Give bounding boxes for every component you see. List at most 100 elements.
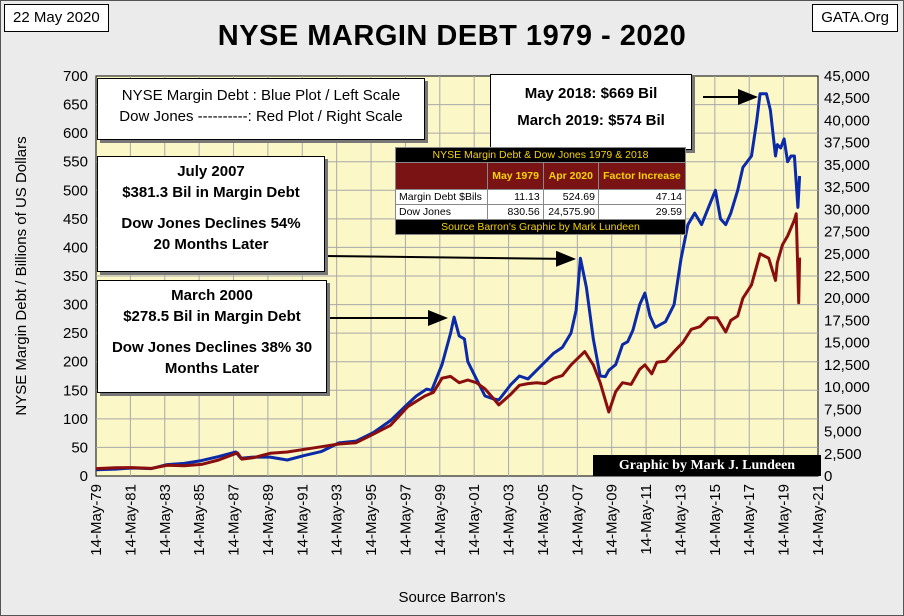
x-tick-label: 14-May-13 — [672, 484, 689, 556]
x-tick-label: 14-May-11 — [638, 484, 655, 555]
x-tick-label: 14-May-15 — [707, 484, 724, 556]
source-label: GATA.Org — [812, 4, 898, 32]
y-right-tick-label: 0 — [824, 468, 832, 485]
y-left-tick-label: 600 — [63, 125, 88, 142]
x-tick-label: 14-May-93 — [329, 484, 346, 556]
chart-title: NYSE MARGIN DEBT 1979 - 2020 — [217, 20, 687, 52]
x-tick-label: 14-May-21 — [810, 484, 827, 556]
y-right-tick-label: 5,000 — [824, 424, 862, 441]
y-right-tick-label: 40,000 — [824, 112, 870, 129]
legend-box: NYSE Margin Debt : Blue Plot / Left Scal… — [97, 78, 425, 140]
x-tick-label: 14-May-89 — [260, 484, 277, 556]
y-left-tick-label: 250 — [63, 325, 88, 342]
table-row-label: Margin Debt $Bils — [394, 189, 489, 205]
march2000-decline1: Dow Jones Declines 38% 30 — [111, 339, 313, 356]
x-tick-label: 14-May-07 — [569, 484, 586, 556]
y-right-tick-label: 42,500 — [824, 90, 870, 107]
y-left-tick-label: 650 — [63, 97, 88, 114]
credit-badge: Graphic by Mark J. Lundeen — [593, 455, 821, 476]
y-right-tick-label: 25,000 — [824, 246, 870, 263]
x-tick-label: 14-May-87 — [226, 484, 243, 556]
y-left-tick-label: 0 — [80, 468, 88, 485]
july2007-arrow — [325, 250, 576, 267]
table-row: Margin Debt $Bils 11.13 524.69 47.14 — [394, 189, 687, 205]
y-right-tick-label: 17,500 — [824, 312, 870, 329]
peak-annotation-box: May 2018: $669 Bil March 2019: $574 Bil — [490, 74, 692, 150]
table-corner — [394, 162, 489, 190]
table-cell: 11.13 — [487, 189, 544, 205]
y-left-tick-label: 350 — [63, 268, 88, 285]
table-cell: 24,575.90 — [542, 204, 599, 220]
table-cell: 524.69 — [542, 189, 599, 205]
x-tick-label: 14-May-97 — [397, 484, 414, 556]
y-right-tick-label: 2,500 — [824, 446, 862, 463]
x-tick-label: 14-May-05 — [535, 484, 552, 556]
x-tick-label: 14-May-79 — [88, 484, 105, 556]
x-tick-label: 14-May-03 — [501, 484, 518, 556]
may2018-label: May 2018: $669 Bil — [524, 85, 658, 102]
y-right-tick-label: 20,000 — [824, 290, 870, 307]
table-cell: 47.14 — [597, 189, 687, 205]
july2007-decline2: 20 Months Later — [153, 236, 269, 253]
y-right-tick-label: 7,500 — [824, 401, 862, 418]
x-tick-label: 14-May-01 — [466, 484, 483, 556]
y-right-tick-label: 30,000 — [824, 201, 870, 218]
y-right-tick-label: 37,500 — [824, 135, 870, 152]
legend-line-margin: NYSE Margin Debt : Blue Plot / Left Scal… — [121, 87, 401, 104]
table-col-apr2020: Apr 2020 — [542, 162, 599, 190]
july2007-annotation-box: July 2007 $381.3 Bil in Margin Debt Dow … — [97, 156, 325, 272]
y-axis-label: NYSE Margin Debt / Billions of US Dollar… — [13, 136, 30, 415]
y-right-tick-label: 10,000 — [824, 379, 870, 396]
margin-debt-line — [95, 92, 802, 472]
march2000-amount: $278.5 Bil in Margin Debt — [123, 308, 301, 325]
x-tick-label: 14-May-95 — [363, 484, 380, 556]
x-tick-label: 14-May-85 — [191, 484, 208, 556]
y-left-tick-label: 450 — [63, 211, 88, 228]
y-right-tick-label: 22,500 — [824, 268, 870, 285]
y-right-tick-label: 32,500 — [824, 179, 870, 196]
y-left-tick-label: 200 — [63, 354, 88, 371]
y-left-tick-label: 50 — [71, 439, 88, 456]
x-axis-label: Source Barron's — [398, 589, 505, 606]
dow-jones-line — [95, 212, 802, 471]
date-label: 22 May 2020 — [4, 4, 109, 32]
y-right-tick-label: 27,500 — [824, 224, 870, 241]
y-left-tick-label: 100 — [63, 411, 88, 428]
x-tick-label: 14-May-19 — [776, 484, 793, 556]
x-tick-label: 14-May-83 — [157, 484, 174, 556]
table-col-factor: Factor Increase — [597, 162, 687, 190]
x-tick-label: 14-May-17 — [741, 484, 758, 556]
y-right-tick-label: 15,000 — [824, 335, 870, 352]
y-right-tick-label: 12,500 — [824, 357, 870, 374]
table-footer: Source Barron's Graphic by Mark Lundeen — [395, 219, 686, 235]
y-right-tick-label: 45,000 — [824, 68, 870, 85]
table-cell: 830.56 — [487, 204, 544, 220]
table-row-label: Dow Jones — [394, 204, 489, 220]
july2007-decline1: Dow Jones Declines 54% — [121, 215, 301, 232]
plot-area: 0 50 100 150 200 250 300 350 400 450 500 550 600 650 7… — [13, 68, 870, 606]
july2007-amount: $381.3 Bil in Margin Debt — [122, 184, 300, 201]
y-left-tick-label: 500 — [63, 182, 88, 199]
y-right-tick-label: 35,000 — [824, 157, 870, 174]
x-tick-label: 14-May-81 — [122, 484, 139, 556]
x-tick-label: 14-May-99 — [432, 484, 449, 556]
table-col-may1979: May 1979 — [487, 162, 544, 190]
table-title: NYSE Margin Debt & Dow Jones 1979 & 2018 — [395, 147, 686, 163]
x-tick-label: 14-May-91 — [294, 484, 311, 556]
comparison-table: NYSE Margin Debt & Dow Jones 1979 & 2018… — [394, 147, 687, 235]
table-cell: 29.59 — [597, 204, 687, 220]
x-tick-label: 14-May-09 — [604, 484, 621, 556]
y-left-tick-label: 400 — [63, 239, 88, 256]
y-left-tick-label: 300 — [63, 297, 88, 314]
july2007-title: July 2007 — [177, 163, 245, 180]
march2000-decline2: Months Later — [164, 360, 260, 377]
march2000-title: March 2000 — [171, 287, 253, 304]
march2019-label: March 2019: $574 Bil — [517, 112, 665, 129]
y-left-tick-label: 550 — [63, 154, 88, 171]
y-left-tick-label: 700 — [63, 68, 88, 85]
table-row: Dow Jones 830.56 24,575.90 29.59 — [394, 204, 687, 220]
y-left-tick-label: 150 — [63, 382, 88, 399]
legend-line-dow: Dow Jones ----------: Red Plot / Right S… — [119, 108, 403, 125]
march2000-annotation-box: March 2000 $278.5 Bil in Margin Debt Dow… — [97, 280, 327, 393]
